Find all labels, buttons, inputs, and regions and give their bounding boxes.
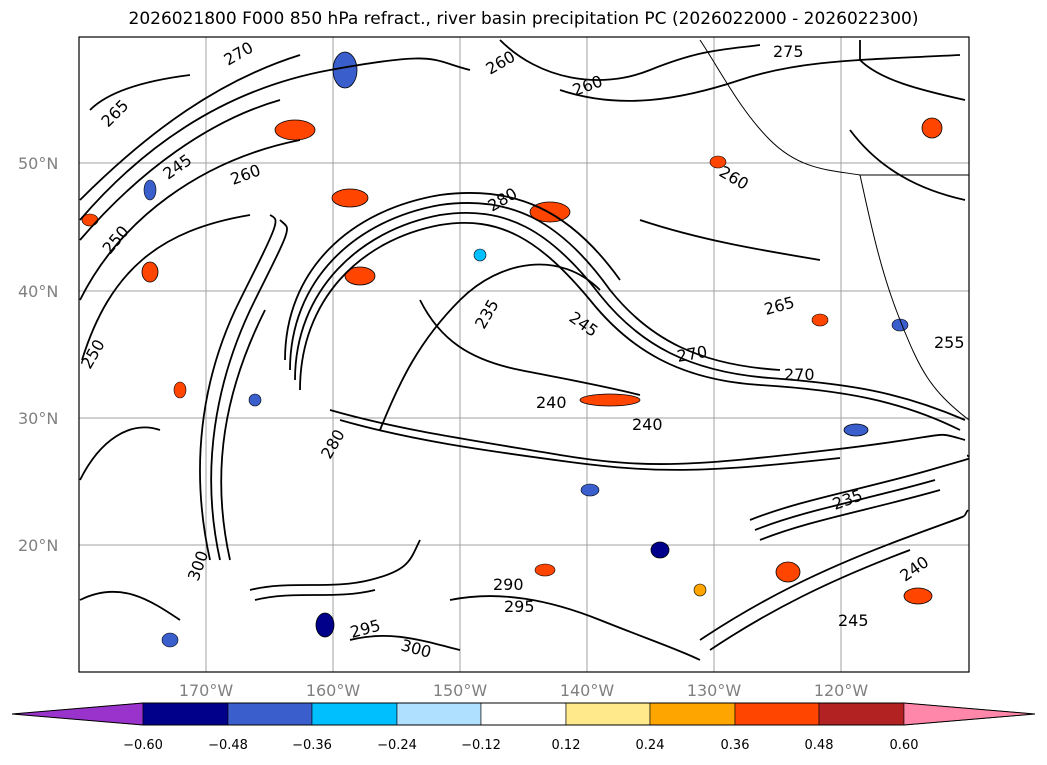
contour-label: 275 (773, 42, 804, 61)
longitude-labels: 170°W 160°W 150°W 140°W 130°W 120°W (179, 681, 869, 700)
lon-label-130w: 130°W (687, 681, 742, 700)
contour-label: 255 (934, 333, 965, 352)
contour-label: 290 (493, 575, 524, 594)
colorbar-tick-label: 0.24 (636, 738, 665, 753)
colorbar-segment (734, 702, 820, 726)
map-title: 2026021800 F000 850 hPa refract., river … (128, 9, 919, 29)
latitude-labels: 50°N 40°N 30°N 20°N (18, 154, 58, 555)
colorbar-tick-label: −0.12 (461, 738, 501, 753)
lat-label-30n: 30°N (18, 409, 58, 428)
colorbar-tick-label: 0.48 (805, 738, 834, 753)
lon-label-150w: 150°W (433, 681, 488, 700)
contour-label: 270 (784, 365, 815, 384)
coastlines (699, 39, 969, 421)
lat-label-40n: 40°N (18, 282, 58, 301)
refractivity-contours (79, 39, 969, 661)
colorbar-segment (311, 702, 398, 726)
colorbar-segment (818, 702, 905, 726)
colorbar-extend-right (903, 702, 1036, 726)
lon-label-140w: 140°W (560, 681, 615, 700)
colorbar: −0.60 −0.48 −0.36 −0.24 −0.12 0.12 0.24 … (11, 702, 1036, 753)
colorbar-tick-label: 0.12 (552, 738, 581, 753)
contour-label: 240 (632, 415, 663, 434)
colorbar-segment (565, 702, 651, 726)
colorbar-segment (142, 702, 229, 726)
colorbar-tick-label: 0.36 (721, 738, 750, 753)
lon-label-120w: 120°W (814, 681, 869, 700)
map-frame (78, 36, 970, 673)
colorbar-tick-label: −0.48 (208, 738, 248, 753)
colorbar-segment (649, 702, 736, 726)
lat-label-20n: 20°N (18, 536, 58, 555)
graticule (79, 37, 969, 672)
lat-label-50n: 50°N (18, 154, 58, 173)
contour-label: 240 (536, 393, 567, 412)
contour-label: 245 (838, 611, 869, 630)
lon-label-170w: 170°W (179, 681, 234, 700)
colorbar-tick-label: −0.60 (123, 738, 163, 753)
colorbar-tick-label: −0.24 (377, 738, 417, 753)
colorbar-segment (227, 702, 313, 726)
colorbar-segment (396, 702, 482, 726)
contour-label: 295 (504, 597, 535, 616)
colorbar-segment (480, 702, 567, 726)
lon-label-160w: 160°W (306, 681, 361, 700)
map-plot-area: 270 265 260 260 275 280 250 245 260 235 … (79, 37, 969, 672)
precip-patches (81, 51, 943, 648)
colorbar-tick-label: −0.36 (292, 738, 332, 753)
colorbar-extend-left (11, 702, 144, 726)
colorbar-tick-label: 0.60 (890, 738, 919, 753)
